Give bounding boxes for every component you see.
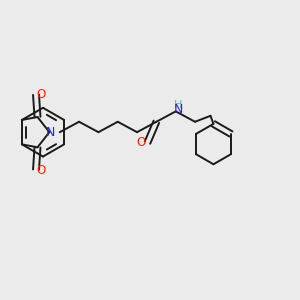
Text: N: N [45,126,55,139]
Text: O: O [36,88,45,100]
Text: O: O [36,164,45,177]
Text: H: H [174,100,182,110]
Text: O: O [136,136,146,149]
Text: N: N [173,103,183,116]
